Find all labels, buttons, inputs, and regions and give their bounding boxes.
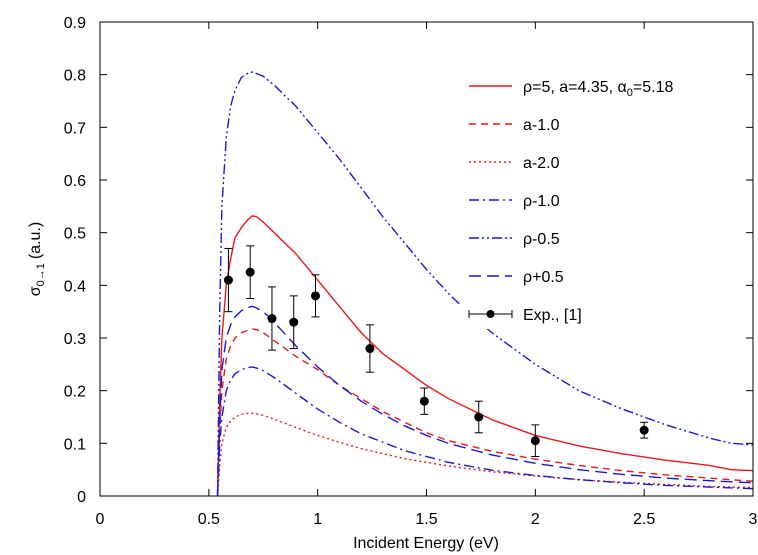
legend-label: a-1.0 xyxy=(523,117,560,134)
series-line xyxy=(216,366,754,497)
legend: ρ=5, a=4.35, α0=5.18 a-1.0 a-2.0 ρ-1.0 ρ-0.5… xyxy=(461,71,701,329)
data-point xyxy=(223,275,233,285)
legend-label: Exp., [1] xyxy=(523,307,582,324)
legend-label: a-2.0 xyxy=(523,155,560,172)
data-point xyxy=(310,291,320,301)
y-axis-label-unit: (a.u.) xyxy=(27,222,44,259)
legend-entry-bg xyxy=(461,185,701,215)
y-axis-label-symbol: σ xyxy=(27,286,44,296)
series-line xyxy=(216,71,754,497)
data-point xyxy=(419,396,429,406)
legend-label: ρ=5, a=4.35, α0=5.18 xyxy=(523,79,673,99)
legend-label: ρ+0.5 xyxy=(523,269,564,286)
x-tick-label: 0.5 xyxy=(198,511,220,528)
y-tick-label: 0.4 xyxy=(64,278,86,295)
data-point xyxy=(267,314,277,324)
data-point xyxy=(365,344,375,354)
x-tick-label: 1.5 xyxy=(415,511,437,528)
x-tick-label: 3 xyxy=(749,511,758,528)
series-line xyxy=(216,328,754,497)
data-point xyxy=(474,412,484,422)
legend-entry-bg xyxy=(461,109,701,139)
y-tick-label: 0.6 xyxy=(64,173,86,190)
x-tick-label: 1 xyxy=(313,511,322,528)
y-tick-label: 0.8 xyxy=(64,68,86,85)
experimental-points xyxy=(223,245,649,457)
legend-swatch-marker xyxy=(486,310,495,318)
series-line xyxy=(216,215,754,497)
legend-entry-bg xyxy=(461,147,701,177)
x-tick-label: 0 xyxy=(96,511,105,528)
y-axis-ticks: 0 0.1 0.2 0.3 0.4 0.5 0.6 0.7 0.8 0.9 xyxy=(64,15,753,506)
y-tick-label: 0.7 xyxy=(64,120,86,137)
x-tick-label: 2 xyxy=(531,511,540,528)
data-point xyxy=(530,436,540,446)
y-tick-label: 0.5 xyxy=(64,226,86,243)
x-axis-ticks: 0 0.5 1 1.5 2 2.5 3 xyxy=(96,22,758,528)
legend-label: ρ-1.0 xyxy=(523,193,560,210)
y-tick-label: 0.3 xyxy=(64,331,86,348)
y-tick-label: 0.2 xyxy=(64,384,86,401)
x-tick-label: 2.5 xyxy=(633,511,655,528)
series-line xyxy=(216,412,754,497)
x-axis-label: Incident Energy (eV) xyxy=(353,535,499,552)
y-axis-label: σ0→1 (a.u.) xyxy=(27,222,47,296)
data-point xyxy=(245,267,255,277)
series-line xyxy=(216,305,754,497)
plot-frame xyxy=(99,21,754,497)
y-tick-label: 0.1 xyxy=(64,436,86,453)
y-tick-label: 0 xyxy=(77,489,86,506)
series-layer xyxy=(216,71,754,497)
data-point xyxy=(639,425,649,435)
y-axis-label-subscript: 0→1 xyxy=(35,263,47,286)
legend-label: ρ-0.5 xyxy=(523,231,560,248)
y-tick-label: 0.9 xyxy=(64,15,86,32)
data-point xyxy=(289,317,299,327)
legend-entry-bg xyxy=(461,261,701,291)
